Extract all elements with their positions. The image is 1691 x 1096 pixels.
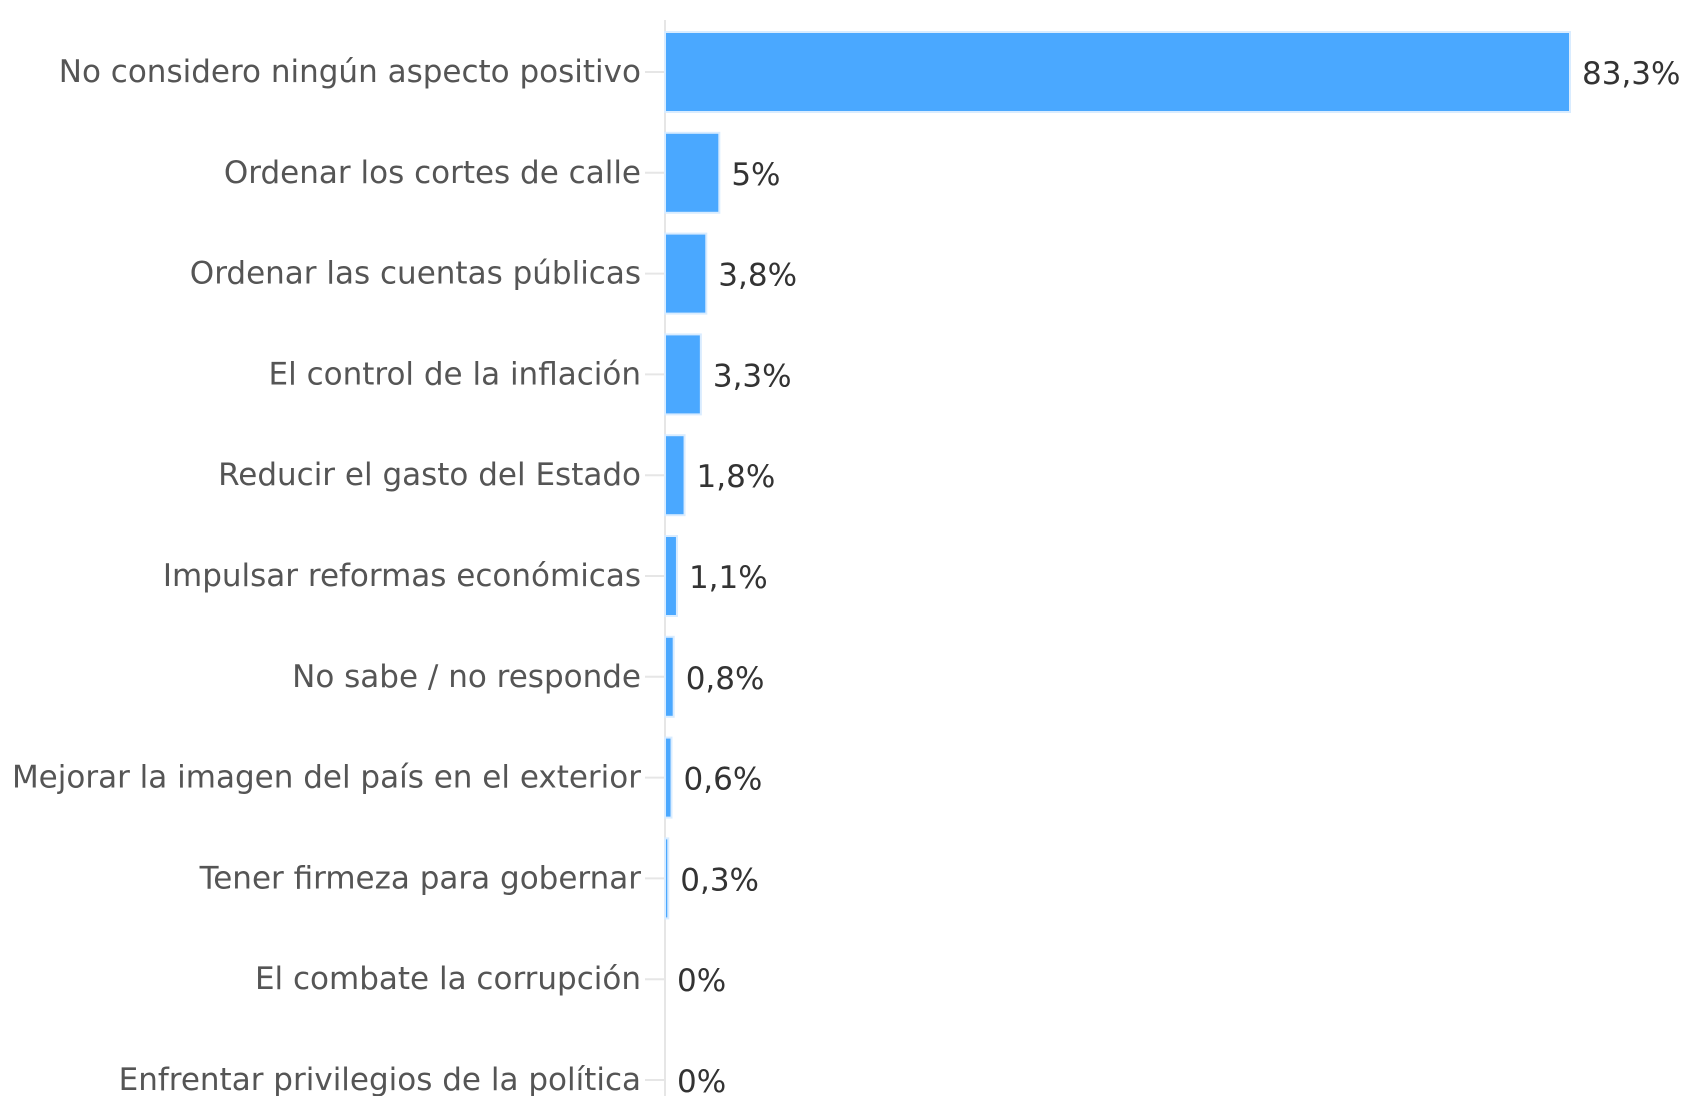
bar xyxy=(664,837,670,920)
category-label: Mejorar la imagen del país en el exterio… xyxy=(12,760,641,796)
category-label: El combate la corrupción xyxy=(255,961,641,997)
value-label: 0,3% xyxy=(680,862,759,898)
category-label: Tener firmeza para gobernar xyxy=(199,860,642,896)
category-label: El control de la inflación xyxy=(269,356,641,392)
category-label: Impulsar reformas económicas xyxy=(163,558,641,594)
bar xyxy=(664,333,702,416)
value-label: 0,8% xyxy=(686,661,765,697)
bar xyxy=(664,232,708,315)
category-label: No considero ningún aspecto positivo xyxy=(59,54,641,90)
category-label: Ordenar los cortes de calle xyxy=(224,155,641,191)
bar xyxy=(664,635,675,718)
value-label: 3,3% xyxy=(713,358,792,394)
value-label: 0% xyxy=(677,1064,726,1096)
value-label: 83,3% xyxy=(1582,56,1680,92)
bar xyxy=(664,535,678,617)
value-label: 0% xyxy=(677,963,726,999)
category-label: No sabe / no responde xyxy=(292,659,641,695)
bar xyxy=(664,434,686,517)
bar xyxy=(664,31,1571,113)
category-label: Ordenar las cuentas públicas xyxy=(190,256,641,292)
value-label: 1,1% xyxy=(689,560,768,596)
category-label: Enfrentar privilegios de la política xyxy=(119,1062,641,1096)
category-label: Reducir el gasto del Estado xyxy=(218,457,641,493)
bar xyxy=(664,736,673,819)
value-label: 1,8% xyxy=(697,459,776,495)
value-label: 0,6% xyxy=(684,762,763,798)
value-label: 3,8% xyxy=(718,258,797,294)
value-label: 5% xyxy=(731,157,780,193)
bar xyxy=(664,131,721,214)
